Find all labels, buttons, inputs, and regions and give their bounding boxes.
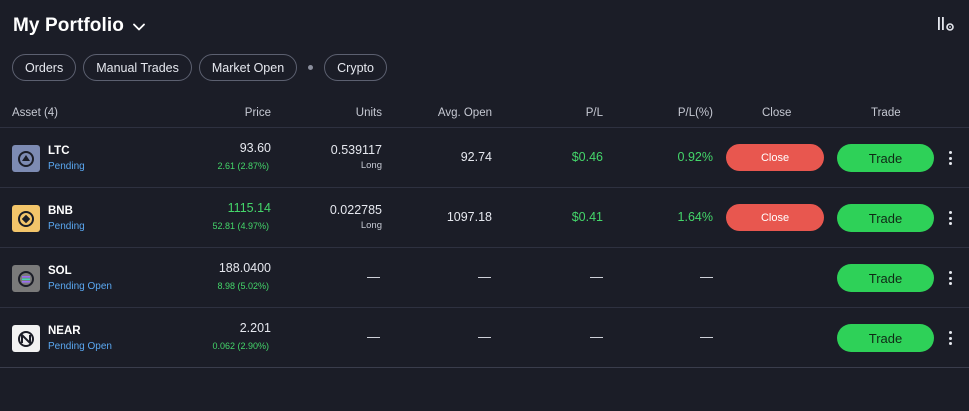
column-header-units[interactable]: Units (355, 107, 382, 119)
chevron-down-icon[interactable] (132, 20, 146, 34)
column-header-pl-pct[interactable]: P/L(%) (677, 107, 713, 119)
avg-open-value: 1097.18 (446, 210, 492, 224)
asset-symbol: BNB (48, 205, 73, 217)
pl-value: — (590, 329, 603, 344)
page-title: My Portfolio (13, 15, 124, 36)
trade-button[interactable]: Trade (837, 144, 934, 172)
pl-value: $0.46 (571, 150, 603, 164)
table-row[interactable]: NEAR Pending Open 2.201 0.062 (2.90%) — … (0, 308, 969, 368)
pl-value: $0.41 (571, 210, 603, 224)
close-button[interactable]: Close (726, 204, 824, 231)
portfolio-header[interactable]: My Portfolio (13, 13, 146, 39)
near-icon (12, 325, 40, 352)
close-button[interactable]: Close (726, 144, 824, 171)
filter-chip-orders[interactable]: Orders (12, 54, 77, 81)
trade-button[interactable]: Trade (837, 324, 934, 352)
ltc-icon (12, 145, 40, 172)
column-header-pl[interactable]: P/L (585, 107, 603, 119)
asset-symbol: LTC (48, 145, 70, 157)
price-change: 8.98 (5.02%) (217, 281, 269, 291)
more-options-icon[interactable] (946, 270, 954, 286)
units-value: 0.539117 (330, 143, 382, 157)
portfolio-table: Asset (4) Price Units Avg. Open P/L P/L(… (0, 100, 969, 368)
asset-status: Pending (48, 221, 85, 232)
price-change: 2.61 (2.87%) (217, 161, 269, 171)
units-value: — (367, 269, 380, 284)
asset-status: Pending (48, 161, 85, 172)
columns-settings-icon[interactable] (937, 16, 955, 32)
more-options-icon[interactable] (946, 330, 954, 346)
price-change: 0.062 (2.90%) (212, 341, 269, 351)
pl-pct-value: 1.64% (677, 210, 713, 224)
filter-chip-market-open[interactable]: Market Open (198, 54, 298, 81)
sol-icon (12, 265, 40, 292)
pl-value: — (590, 269, 603, 284)
more-options-icon[interactable] (946, 150, 954, 166)
table-row[interactable]: SOL Pending Open 188.0400 8.98 (5.02%) —… (0, 248, 969, 308)
pl-pct-value: — (700, 329, 713, 344)
asset-status: Pending Open (48, 281, 112, 292)
asset-symbol: NEAR (48, 325, 81, 337)
avg-open-value: — (478, 329, 491, 344)
asset-price: 93.60 (239, 141, 271, 155)
asset-symbol: SOL (48, 265, 72, 277)
avg-open-value: — (478, 269, 491, 284)
column-header-trade: Trade (871, 107, 901, 119)
trade-button[interactable]: Trade (837, 264, 934, 292)
filter-chip-manual-trades[interactable]: Manual Trades (83, 54, 192, 81)
trade-button[interactable]: Trade (837, 204, 934, 232)
separator-dot (308, 65, 314, 70)
position-direction: Long (360, 220, 382, 231)
bnb-icon (12, 205, 40, 232)
pl-pct-value: — (700, 269, 713, 284)
filter-chip-crypto[interactable]: Crypto (324, 54, 387, 81)
table-header: Asset (4) Price Units Avg. Open P/L P/L(… (0, 100, 969, 128)
units-value: 0.022785 (329, 203, 382, 217)
asset-price: 188.0400 (218, 261, 271, 275)
table-row[interactable]: BNB Pending 1115.14 52.81 (4.97%) 0.0227… (0, 188, 969, 248)
units-value: — (367, 329, 380, 344)
asset-price: 2.201 (239, 321, 271, 335)
price-change: 52.81 (4.97%) (212, 221, 269, 231)
more-options-icon[interactable] (946, 210, 954, 226)
table-row[interactable]: LTC Pending 93.60 2.61 (2.87%) 0.539117 … (0, 128, 969, 188)
asset-price: 1115.14 (227, 201, 271, 215)
column-header-asset[interactable]: Asset (4) (12, 107, 59, 119)
avg-open-value: 92.74 (460, 150, 492, 164)
pl-pct-value: 0.92% (677, 150, 713, 164)
filter-chips: Orders Manual Trades Market Open Crypto (12, 54, 387, 81)
column-header-avg-open[interactable]: Avg. Open (437, 107, 492, 119)
position-direction: Long (360, 160, 382, 171)
column-header-price[interactable]: Price (244, 107, 271, 119)
column-header-close: Close (762, 107, 792, 119)
asset-status: Pending Open (48, 341, 112, 352)
